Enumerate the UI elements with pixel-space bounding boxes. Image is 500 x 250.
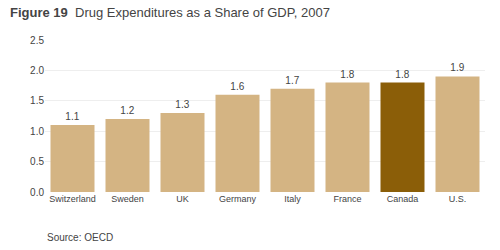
svg-text:1.3: 1.3: [175, 99, 189, 110]
svg-text:France: France: [333, 194, 361, 204]
svg-text:Sweden: Sweden: [111, 194, 144, 204]
svg-text:1.8: 1.8: [340, 69, 354, 80]
svg-text:1.5: 1.5: [30, 95, 44, 106]
svg-text:0.5: 0.5: [30, 156, 44, 167]
svg-text:1.2: 1.2: [120, 105, 134, 116]
svg-text:1.9: 1.9: [450, 62, 464, 73]
svg-text:UK: UK: [176, 194, 189, 204]
svg-text:2.0: 2.0: [30, 65, 44, 76]
svg-text:1.0: 1.0: [30, 126, 44, 137]
svg-text:Canada: Canada: [387, 194, 419, 204]
svg-text:0.0: 0.0: [30, 187, 44, 198]
svg-text:2.5: 2.5: [30, 35, 44, 46]
svg-text:1.7: 1.7: [285, 75, 299, 86]
svg-text:Figure 19 Drug Expenditures a: Figure 19 Drug Expenditures as a Share o…: [10, 5, 330, 20]
svg-text:Source: OECD: Source: OECD: [47, 232, 113, 243]
svg-text:1.8: 1.8: [395, 69, 409, 80]
svg-text:Italy: Italy: [284, 194, 301, 204]
svg-text:Germany: Germany: [219, 194, 257, 204]
svg-text:1.6: 1.6: [230, 81, 244, 92]
svg-text:U.S.: U.S.: [449, 194, 467, 204]
svg-text:1.1: 1.1: [65, 111, 79, 122]
svg-text:Switzerland: Switzerland: [49, 194, 96, 204]
